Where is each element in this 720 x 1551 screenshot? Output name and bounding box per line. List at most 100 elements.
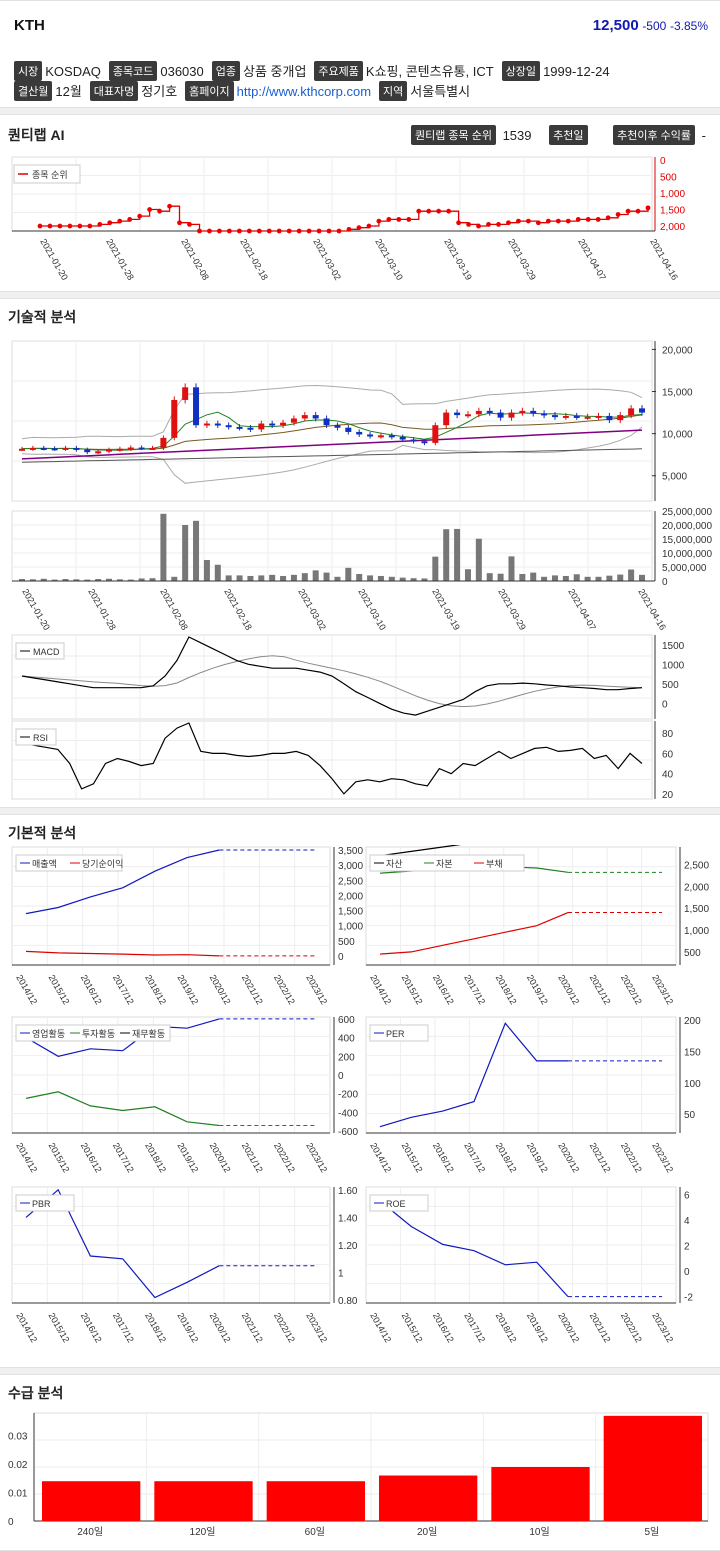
fund-x-tick: 2015/12 (46, 973, 71, 1006)
candle-body (84, 449, 91, 453)
fund-x-tick: 2014/12 (14, 1311, 39, 1344)
volume-y-tick: 20,000,000 (662, 521, 712, 532)
fund-x-tick: 2020/12 (208, 1141, 233, 1174)
candle-body (40, 447, 47, 450)
fund-x-tick: 2017/12 (111, 1311, 136, 1344)
fund-legend-box (369, 1194, 429, 1212)
rec-day-label: 추천일 (549, 125, 588, 145)
rank-point (506, 220, 511, 226)
candle-body (399, 437, 406, 440)
price-change: -500 (642, 19, 667, 33)
supply-card: 수급 분석 0.03 0.02 0.01 0 240일 120일 60일 20일 10일 5일 (0, 1374, 720, 1551)
fund-x-tick: 2022/12 (272, 1311, 297, 1344)
fund-y-tick: 4 (684, 1216, 690, 1227)
fund-legend-label: 당기순이익 (82, 858, 123, 869)
supply-x-tick: 120일 (190, 1526, 216, 1538)
macd-y-tick: 0 (662, 699, 668, 710)
candle-body (29, 447, 36, 450)
fund-x-tick: 2017/12 (462, 1141, 487, 1174)
candle-body (519, 410, 526, 413)
fund-y-tick: 150 (684, 1047, 701, 1058)
candle-body (595, 415, 602, 418)
fund-series-line (379, 912, 569, 955)
fund-y-tick: 100 (684, 1079, 701, 1090)
ai-title: 퀀티랩 AI (8, 127, 65, 143)
fund-x-tick: 2014/12 (368, 973, 393, 1006)
candle-body (258, 423, 265, 430)
fund-y-tick: 6 (684, 1191, 690, 1202)
candle-body (225, 425, 232, 428)
supply-y-tick: 0.01 (8, 1489, 28, 1500)
fund-legend-label: 자산 (386, 859, 403, 869)
rank-point (97, 221, 103, 227)
volume-bar (584, 576, 591, 581)
volume-bar (40, 578, 47, 581)
fund-x-tick: 2022/12 (619, 973, 644, 1006)
candle-body (280, 422, 287, 426)
fund-series-line (379, 845, 462, 857)
info-row-2: 결산월 12월 대표자명 정기호 홈페이지 http://www.kthcorp.com 지… (14, 81, 478, 101)
ai-rank-box: 퀀티랩 종목 순위 1539 추천일 추천이후 수익률 - (411, 125, 706, 145)
volume-bar (421, 578, 428, 581)
candle-body (312, 415, 319, 419)
rank-point (266, 228, 272, 234)
rank-value: 1539 (502, 128, 532, 143)
fund-x-tick: 2021/12 (240, 1311, 265, 1344)
fund-legend-box (15, 1194, 75, 1212)
volume-bar (595, 576, 602, 581)
rsi-legend-label: RSI (33, 733, 48, 743)
rsi-legend-box (15, 728, 57, 746)
fund-x-tick: 2023/12 (304, 1141, 329, 1174)
candle-body (606, 415, 613, 421)
candle-body (247, 427, 254, 430)
candle-body (127, 447, 134, 450)
rank-point (496, 221, 501, 227)
fund-legend-label: 부채 (486, 859, 503, 869)
fund-y-tick: 2,000 (684, 882, 709, 893)
candle-body (464, 414, 471, 417)
quantilab-ai-card: 퀀티랩 AI 퀀티랩 종목 순위 1539 추천일 추천이후 수익률 - 0 50… (0, 114, 720, 292)
fund-y-tick: 2,500 (338, 876, 363, 887)
supply-x-tick: 10일 (529, 1526, 549, 1538)
fund-y-tick: 400 (338, 1034, 355, 1045)
rank-point (67, 223, 73, 229)
candle-body (193, 387, 200, 426)
volume-bar (606, 575, 613, 581)
volume-bar (171, 576, 178, 581)
rank-point (346, 226, 352, 232)
candle-body (541, 413, 548, 416)
fund-y-tick: 0 (338, 952, 344, 963)
volume-bar (410, 578, 417, 581)
stock-header: KTH 12,500 -500 -3.85% 시장 KOSDAQ 종목코드 03603… (0, 0, 720, 108)
rank-point (316, 228, 322, 234)
volume-bar (62, 579, 69, 581)
volume-bar (193, 520, 200, 581)
info-value[interactable]: http://www.kthcorp.com (236, 84, 372, 99)
rank-point (286, 228, 292, 234)
volume-bar (182, 525, 189, 581)
fund-legend-label: 매출액 (32, 858, 57, 869)
candle-body (497, 412, 504, 418)
rank-point (177, 220, 182, 226)
rank-point (326, 228, 332, 234)
fund-x-tick: 2016/12 (431, 1311, 456, 1344)
info-label: 대표자명 (89, 81, 139, 101)
rank-point (565, 218, 571, 224)
volume-bar (323, 572, 330, 581)
candle-body (171, 399, 178, 438)
rank-point (137, 213, 143, 219)
volume-bar (116, 579, 123, 581)
volume-bar (149, 578, 156, 581)
info-value: 정기호 (141, 84, 178, 99)
rank-point (535, 220, 541, 226)
rank-x-tick: 2021-03-19 (442, 237, 474, 282)
volume-bar (443, 529, 450, 581)
rank-y-tick: 1,000 (660, 189, 685, 200)
fund-y-tick: 600 (338, 1015, 355, 1026)
fund-y-tick: 1,500 (338, 907, 363, 918)
volume-bar (127, 579, 134, 581)
tech-x-tick: 2021-01-28 (86, 587, 118, 632)
fund-x-tick: 2021/12 (588, 1311, 613, 1344)
fund-x-tick: 2023/12 (650, 1141, 675, 1174)
rank-chart: 0 500 1,000 1,500 2,000 종목 순위 2021-01-20 2021-0… (11, 156, 685, 282)
